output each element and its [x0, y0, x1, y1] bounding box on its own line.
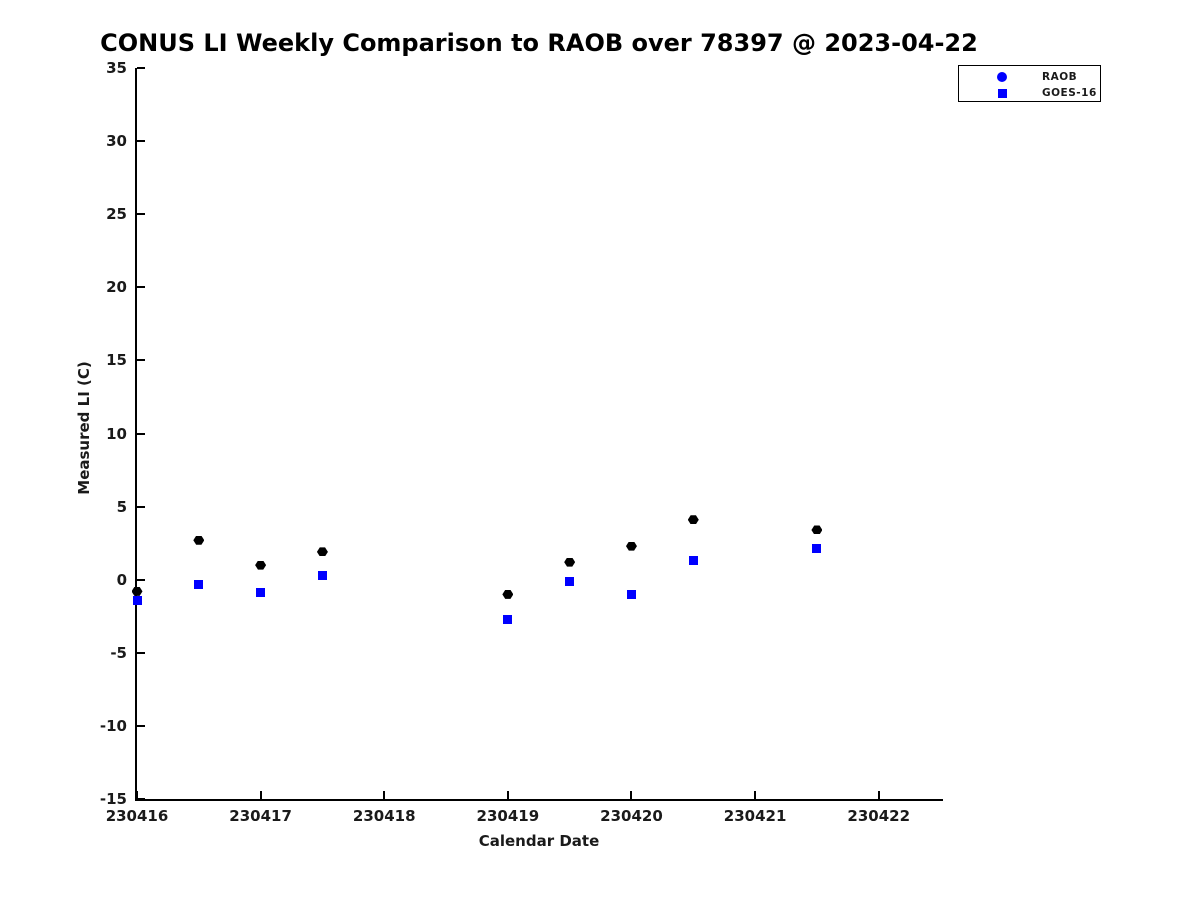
legend: RAOB GOES-16	[958, 65, 1101, 102]
data-point-goes-16	[317, 570, 327, 580]
data-point-goes-16	[688, 556, 698, 566]
y-tick-mark	[137, 213, 145, 216]
y-tick-mark	[137, 578, 145, 581]
y-tick-mark	[137, 798, 145, 800]
data-point-raob	[502, 589, 514, 599]
x-axis-label: Calendar Date	[478, 832, 600, 850]
y-tick-mark	[137, 432, 145, 435]
x-tick-label: 230421	[723, 807, 787, 825]
data-point-raob	[625, 541, 637, 551]
y-tick-mark	[137, 724, 145, 727]
data-point-goes-16	[256, 588, 266, 598]
x-tick-mark	[877, 791, 880, 799]
legend-goes16-marker-icon	[998, 89, 1007, 98]
y-tick-label: 25	[106, 205, 127, 224]
data-point-goes-16	[503, 614, 513, 624]
data-point-raob	[564, 557, 576, 567]
y-tick-label: 10	[106, 424, 127, 443]
x-tick-label: 230420	[600, 807, 663, 825]
legend-label-raob: RAOB	[1042, 71, 1078, 83]
legend-label-goes16: GOES-16	[1042, 87, 1097, 99]
data-point-goes-16	[194, 579, 204, 589]
y-tick-label: 0	[116, 570, 127, 589]
plot-area: -15 -10 -5 0 5 10 15 20 25 30 35 230416 230417 230418…	[100, 59, 943, 825]
y-tick-label: -10	[99, 716, 127, 735]
y-tick-label: -5	[110, 643, 127, 662]
x-tick-mark	[383, 791, 386, 799]
y-tick-mark	[137, 651, 145, 654]
y-tick-label: 5	[116, 497, 127, 516]
data-point-raob	[255, 560, 267, 570]
y-tick-mark	[137, 286, 145, 289]
data-point-goes-16	[565, 576, 575, 586]
x-tick-mark	[136, 791, 138, 799]
y-tick-label: 35	[106, 59, 127, 77]
y-tick-label: 30	[106, 132, 127, 151]
x-tick-mark	[754, 791, 757, 799]
x-tick-label: 230418	[352, 807, 416, 825]
chart-title: CONUS LI Weekly Comparison to RAOB over …	[100, 29, 978, 57]
data-point-goes-16	[626, 589, 636, 599]
x-tick-label: 230417	[229, 807, 292, 825]
data-point-raob	[193, 535, 205, 545]
y-tick-label: 20	[106, 278, 127, 297]
y-tick-mark	[137, 505, 145, 508]
y-tick-mark	[137, 67, 145, 69]
y-tick-mark	[137, 140, 145, 143]
legend-raob-marker-icon	[997, 72, 1007, 82]
y-tick-mark	[137, 359, 145, 362]
data-point-raob	[811, 525, 823, 535]
y-tick-label: 15	[106, 351, 127, 370]
data-point-raob	[131, 586, 143, 596]
y-tick-label: -15	[99, 790, 127, 808]
x-tick-label: 230422	[847, 807, 911, 825]
x-tick-label: 230419	[476, 807, 540, 825]
x-tick-mark	[630, 791, 633, 799]
data-point-raob	[687, 515, 699, 525]
x-tick-mark	[506, 791, 509, 799]
data-point-goes-16	[812, 544, 822, 554]
data-point-goes-16	[132, 595, 142, 605]
x-tick-label: 230416	[105, 807, 169, 825]
data-point-raob	[316, 547, 328, 557]
x-tick-mark	[259, 791, 262, 799]
